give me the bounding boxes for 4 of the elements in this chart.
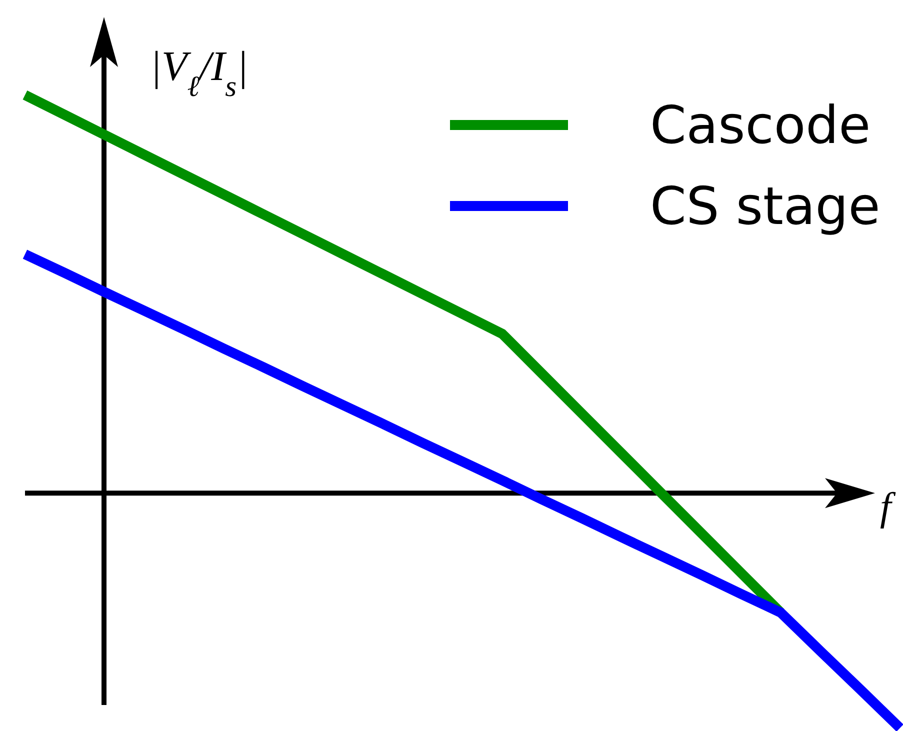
legend-label: Cascode [650,96,871,156]
x-axis-title: f [880,484,896,529]
y-axis-title: |V$_{ℓ}$/I$_{s}$| [150,44,248,103]
legend-label: CS stage [650,177,880,237]
